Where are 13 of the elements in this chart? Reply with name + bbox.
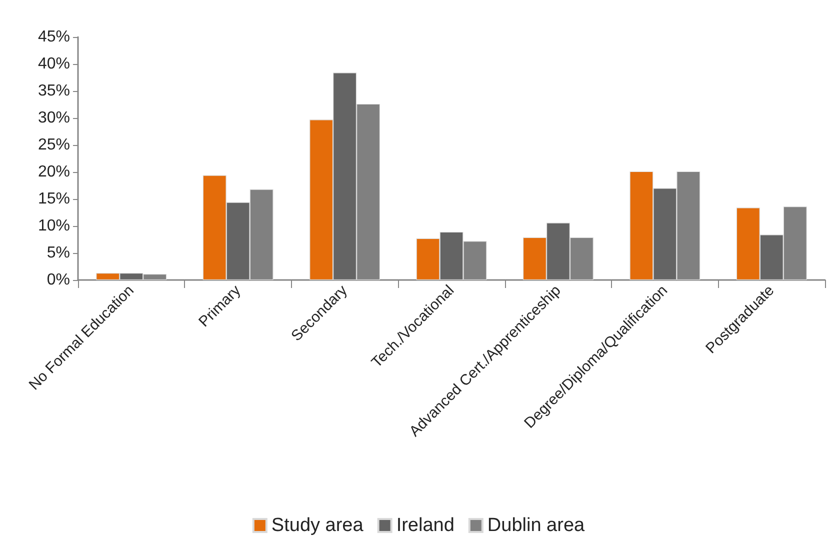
y-tick-label: 15% [38,190,70,208]
y-tick-label: 25% [38,136,70,154]
y-tick-label: 45% [38,28,70,46]
y-tick-label: 35% [38,82,70,100]
legend-label: Study area [271,515,364,536]
y-tick-label: 20% [38,164,70,180]
y-tick-label: 0% [46,272,70,288]
legend-label: Dublin area [487,515,586,536]
y-tick-label: 40% [38,56,70,72]
y-tick-label: 10% [38,218,70,234]
y-tick-label: 30% [38,110,70,126]
y-tick-label: 5% [46,244,70,262]
legend-label: Ireland [396,515,454,536]
